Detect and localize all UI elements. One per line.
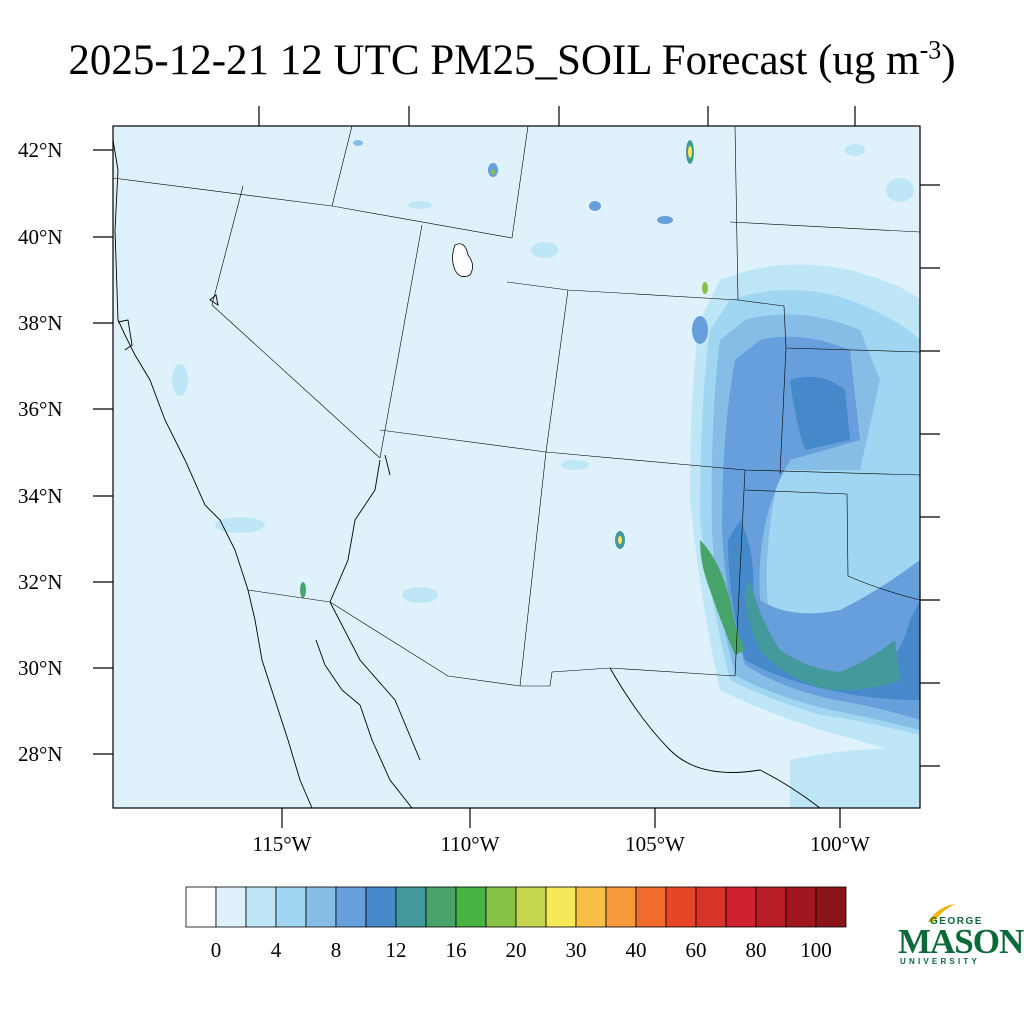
lon-ticks-top <box>258 106 856 126</box>
lat-label-30n: 30°N <box>18 656 63 680</box>
colorbar-swatch <box>485 886 517 928</box>
colorbar-swatch <box>275 886 307 928</box>
colorbar-swatch <box>815 886 847 928</box>
concentration-field <box>113 126 920 808</box>
lat-ticks-right <box>920 184 940 767</box>
lat-label-32n: 32°N <box>18 570 63 594</box>
colorbar-label: 40 <box>625 938 647 962</box>
colorbar-swatch <box>365 886 397 928</box>
colorbar-swatch <box>215 886 247 928</box>
colorbar-label: 0 <box>210 938 222 962</box>
colorbar-label: 60 <box>685 938 707 962</box>
lat-label-36n: 36°N <box>18 397 63 421</box>
colorbar <box>185 886 847 928</box>
colorbar-label: 12 <box>385 938 407 962</box>
colorbar-swatch <box>455 886 487 928</box>
colorbar-label: 20 <box>505 938 527 962</box>
colorbar-swatch <box>665 886 697 928</box>
colorbar-swatch <box>725 886 757 928</box>
lat-label-28n: 28°N <box>18 742 63 766</box>
lon-label-105w: 105°W <box>625 832 685 856</box>
colorbar-swatch <box>245 886 277 928</box>
colorbar-swatch <box>755 886 787 928</box>
colorbar-swatch <box>395 886 427 928</box>
colorbar-label: 30 <box>565 938 587 962</box>
colorbar-swatch <box>425 886 457 928</box>
lat-label-34n: 34°N <box>18 484 63 508</box>
colorbar-swatch <box>605 886 637 928</box>
lon-ticks-bottom <box>281 808 841 828</box>
leaf-icon <box>928 904 956 922</box>
colorbar-swatch <box>635 886 667 928</box>
colorbar-label: 4 <box>270 938 282 962</box>
lon-label-115w: 115°W <box>252 832 312 856</box>
lat-label-40n: 40°N <box>18 225 63 249</box>
lon-label-100w: 100°W <box>810 832 870 856</box>
colorbar-label: 100 <box>800 938 832 962</box>
page-title: 2025-12-21 12 UTC PM25_SOIL Forecast (ug… <box>68 35 956 84</box>
colorbar-label: 80 <box>745 938 767 962</box>
colorbar-swatch <box>695 886 727 928</box>
lat-ticks-left <box>93 149 113 755</box>
colorbar-swatch <box>575 886 607 928</box>
colorbar-swatch <box>185 886 217 928</box>
colorbar-label: 16 <box>445 938 467 962</box>
lat-label-38n: 38°N <box>18 311 63 335</box>
colorbar-swatch <box>335 886 367 928</box>
colorbar-swatch <box>305 886 337 928</box>
lat-label-42n: 42°N <box>18 138 63 162</box>
colorbar-swatch <box>545 886 577 928</box>
colorbar-swatch <box>515 886 547 928</box>
colorbar-swatch <box>785 886 817 928</box>
gmu-logo: GEORGE MASON UNIVERSITY <box>898 902 1024 968</box>
lon-label-110w: 110°W <box>440 832 500 856</box>
colorbar-label: 8 <box>330 938 342 962</box>
